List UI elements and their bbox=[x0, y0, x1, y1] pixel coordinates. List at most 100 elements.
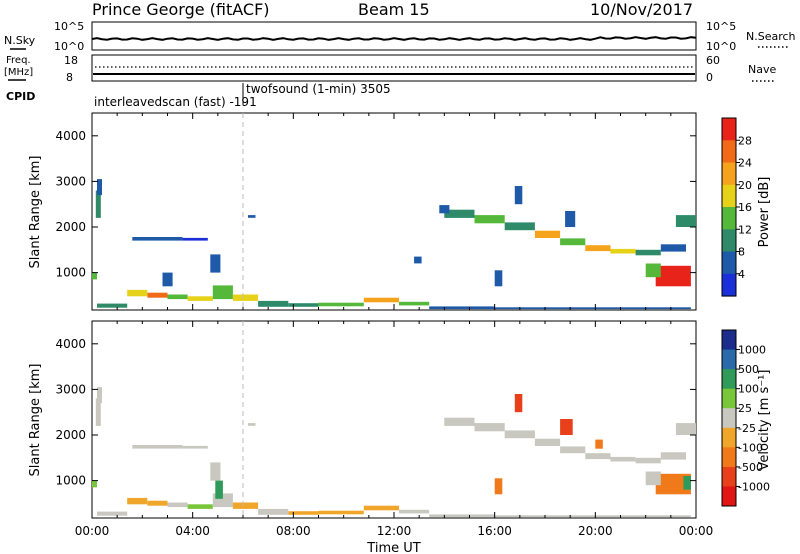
power-cells bbox=[92, 179, 696, 310]
scatter-cell bbox=[92, 480, 97, 488]
colorbar-swatch bbox=[722, 162, 736, 186]
scatter-cell bbox=[565, 211, 576, 227]
scatter-cell bbox=[560, 446, 586, 454]
scatter-cell bbox=[97, 179, 102, 196]
time-tick-label: 16:00 bbox=[477, 524, 512, 538]
velocity-cells bbox=[92, 387, 696, 518]
colorbar-tick-label: 4 bbox=[738, 268, 745, 281]
scatter-cell bbox=[595, 439, 603, 449]
colorbar-tick-label: 20 bbox=[738, 179, 752, 192]
cpid-program-1: interleavedscan (fast) -191 bbox=[94, 95, 257, 109]
scatter-cell bbox=[429, 306, 495, 310]
scatter-cell bbox=[660, 244, 686, 252]
scatter-cell bbox=[288, 511, 319, 515]
colorbar-swatch bbox=[722, 388, 736, 409]
scatter-cell bbox=[534, 438, 561, 446]
scatter-cell bbox=[212, 285, 233, 300]
scatter-cell bbox=[258, 300, 289, 307]
scatter-cell bbox=[248, 215, 256, 218]
nave-tick-bottom: 0 bbox=[706, 71, 713, 84]
colorbar-swatch bbox=[722, 118, 736, 141]
scatter-cell bbox=[363, 505, 399, 511]
colorbar-tick-label: 24 bbox=[738, 157, 752, 170]
scatter-cell bbox=[147, 500, 168, 506]
velocity-panel: 1000 2000 3000 4000 Slant Range [km] bbox=[28, 320, 697, 519]
scatter-cell bbox=[132, 237, 183, 241]
scatter-cell bbox=[162, 272, 173, 287]
scatter-cell bbox=[210, 254, 221, 273]
nsky-tick-top: 10^5 bbox=[54, 20, 84, 33]
velocity-y-ticks: 1000 2000 3000 4000 bbox=[55, 337, 696, 488]
colorbar-swatch bbox=[722, 140, 736, 164]
colorbar-tick-label: 500 bbox=[738, 363, 759, 376]
scatter-cell bbox=[655, 265, 691, 287]
scatter-cell bbox=[635, 457, 661, 464]
scatter-cell bbox=[318, 510, 364, 515]
time-tick-label: 00:00 bbox=[75, 524, 110, 538]
time-axis-ticks: 00:00 04:00 08:00 12:00 16:00 20:00 00:00 bbox=[75, 524, 714, 538]
colorbar-swatch bbox=[722, 330, 736, 351]
scatter-cell bbox=[95, 190, 101, 218]
scatter-cell bbox=[127, 497, 148, 505]
scatter-cell bbox=[655, 473, 691, 495]
scatter-cell bbox=[182, 237, 208, 241]
scatter-cell bbox=[675, 215, 696, 227]
scatter-cell bbox=[494, 478, 503, 495]
colorbar-tick-label: -500 bbox=[738, 461, 763, 474]
scatter-cell bbox=[534, 230, 561, 238]
scatter-cell bbox=[92, 272, 97, 280]
colorbar-swatch bbox=[722, 408, 736, 429]
nave-label: Nave bbox=[748, 63, 776, 76]
scatter-cell bbox=[660, 452, 686, 460]
power-colorbar: 4 8 12 16 20 24 28 bbox=[721, 117, 752, 297]
scatter-cell bbox=[585, 453, 611, 460]
scatter-cell bbox=[399, 509, 430, 514]
colorbar-swatch bbox=[722, 427, 736, 448]
colorbar-swatch bbox=[722, 349, 736, 370]
scatter-cell bbox=[147, 292, 168, 298]
scatter-cell bbox=[585, 245, 611, 252]
colorbar-swatch bbox=[722, 251, 736, 275]
scatter-cell bbox=[595, 515, 691, 518]
scatter-cell bbox=[215, 480, 223, 499]
time-axis-label: Time UT bbox=[366, 541, 420, 554]
scatter-cell bbox=[514, 186, 523, 205]
power-y-ticks: 1000 2000 3000 4000 bbox=[55, 129, 696, 280]
scatter-cell bbox=[363, 297, 399, 303]
y-tick-label: 4000 bbox=[55, 337, 86, 351]
scatter-cell bbox=[167, 294, 188, 300]
scatter-cell bbox=[187, 504, 213, 509]
scatter-cell bbox=[187, 296, 213, 301]
scatter-cell bbox=[414, 256, 422, 264]
scatter-cell bbox=[97, 387, 102, 404]
colorbar-swatch bbox=[722, 369, 736, 390]
scatter-cell bbox=[210, 462, 221, 481]
scatter-cell bbox=[97, 511, 128, 516]
power-panel: 1000 2000 3000 4000 Slant Range [km] bbox=[28, 112, 697, 311]
colorbar-tick-label: 16 bbox=[738, 201, 752, 214]
scatter-cell bbox=[182, 445, 208, 449]
scatter-cell bbox=[127, 289, 148, 297]
freq-label-1: Freq. bbox=[6, 55, 31, 66]
colorbar-tick-label: 25 bbox=[738, 402, 752, 415]
colorbar-tick-label: 100 bbox=[738, 383, 759, 396]
colorbar-swatch bbox=[722, 273, 736, 297]
colorbar-tick-label: 28 bbox=[738, 134, 752, 147]
scatter-cell bbox=[288, 303, 319, 307]
colorbar-tick-label: 12 bbox=[738, 223, 752, 236]
scatter-cell bbox=[232, 502, 259, 509]
scatter-cell bbox=[167, 502, 188, 508]
y-tick-label: 2000 bbox=[55, 220, 86, 234]
scatter-cell bbox=[474, 215, 505, 224]
y-tick-label: 4000 bbox=[55, 129, 86, 143]
colorbar-swatch bbox=[722, 229, 736, 253]
scatter-cell bbox=[645, 471, 661, 486]
freq-tick-top: 18 bbox=[64, 54, 78, 67]
cpid-label: CPID bbox=[6, 90, 35, 103]
freq-tick-bottom: 8 bbox=[66, 71, 73, 84]
scatter-cell bbox=[318, 302, 364, 307]
cpid-program-2: twofsound (1-min) 3505 bbox=[246, 82, 391, 96]
scatter-cell bbox=[232, 294, 259, 301]
colorbar-tick-label: 8 bbox=[738, 246, 745, 259]
